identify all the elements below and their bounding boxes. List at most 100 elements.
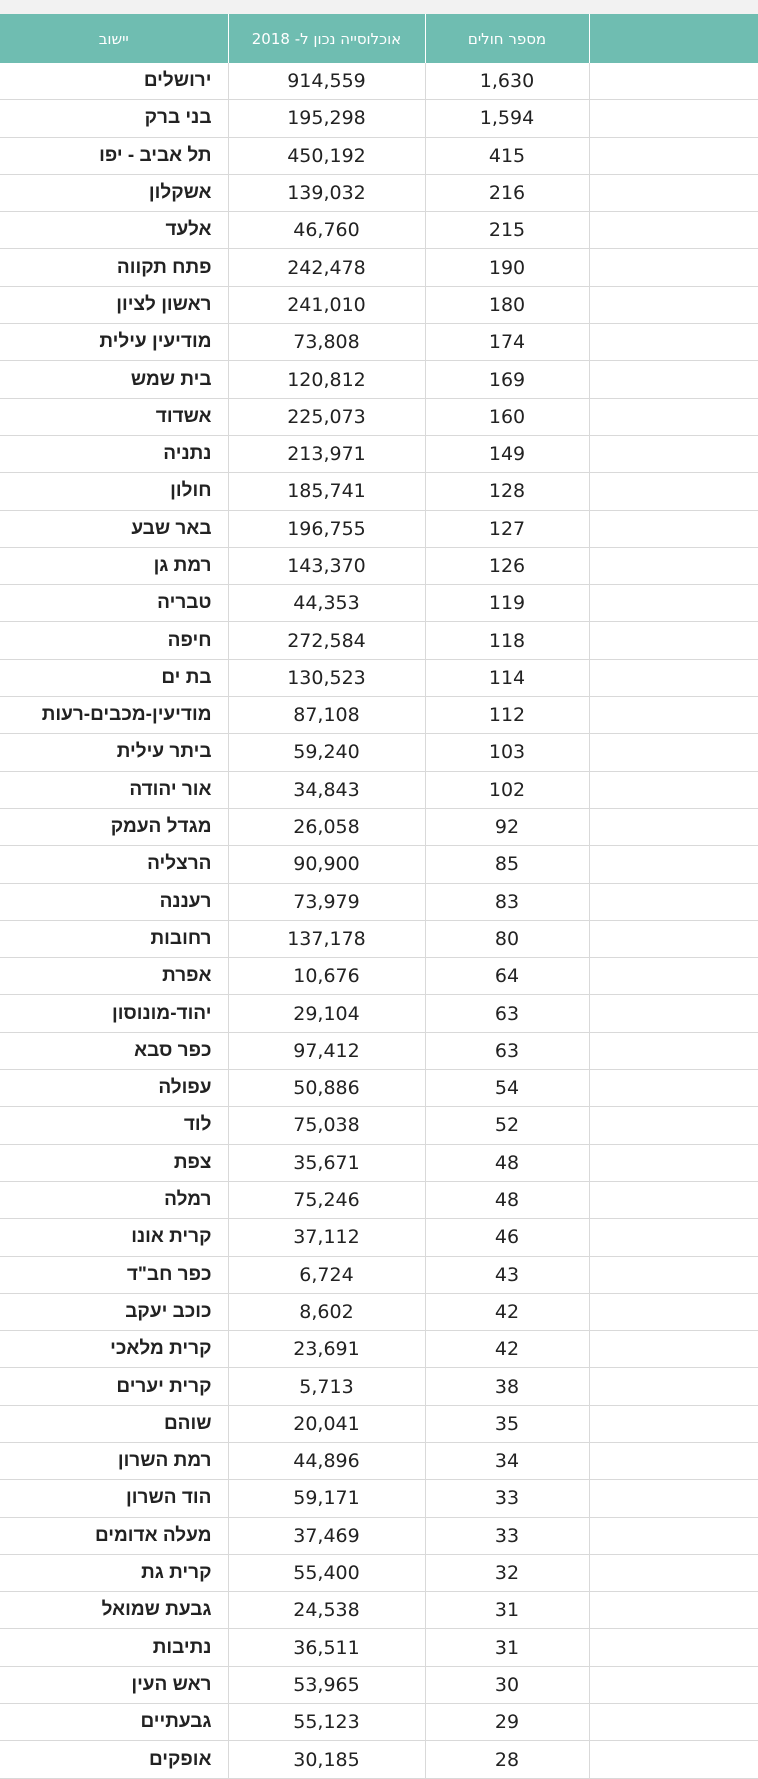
table-row: כוכב יעקב 8,602 42 — [0, 1293, 758, 1332]
population-cell: 130,523 — [228, 659, 426, 698]
empty-cell — [589, 211, 758, 250]
empty-cell — [589, 1144, 758, 1182]
city-cell: אשדוד — [0, 398, 229, 436]
patients-cell: 33 — [425, 1479, 590, 1518]
patients-cell: 35 — [425, 1405, 590, 1443]
patients-cell: 34 — [425, 1442, 590, 1481]
header-city[interactable]: יישוב — [0, 14, 229, 63]
patients-by-city-table: יישוב אוכלוסייה נכון ל- 2018 מספר חולים … — [0, 14, 758, 1779]
empty-cell — [589, 137, 758, 175]
patients-cell: 42 — [425, 1330, 590, 1369]
city-cell: רמת השרון — [0, 1442, 229, 1481]
city-cell: גבעת שמואל — [0, 1591, 229, 1630]
table-row: אופקים 30,185 28 — [0, 1740, 758, 1779]
table-body: ירושלים 914,559 1,630 בני ברק 195,298 1,594 תל… — [0, 63, 758, 1779]
empty-cell — [589, 248, 758, 287]
patients-cell: 102 — [425, 771, 590, 809]
empty-cell — [589, 63, 758, 101]
table-row: כפר חב"ד 6,724 43 — [0, 1256, 758, 1294]
table-row: יהוד-מונוסון 29,104 63 — [0, 994, 758, 1033]
table-row: ראש העין 53,965 30 — [0, 1666, 758, 1705]
table-row: כפר סבא 97,412 63 — [0, 1032, 758, 1071]
city-cell: מודיעין-מכבים-רעות — [0, 696, 229, 735]
patients-by-city-table-container: יישוב אוכלוסייה נכון ל- 2018 מספר חולים … — [0, 14, 758, 1779]
patients-cell: 38 — [425, 1367, 590, 1406]
patients-cell: 32 — [425, 1554, 590, 1593]
population-cell: 26,058 — [228, 808, 426, 847]
top-strip — [0, 0, 758, 14]
table-row: עפולה 50,886 54 — [0, 1069, 758, 1108]
city-cell: תל אביב - יפו — [0, 137, 229, 175]
table-row: מודיעין עילית 73,808 174 — [0, 323, 758, 362]
patients-cell: 80 — [425, 920, 590, 959]
population-cell: 139,032 — [228, 174, 426, 213]
empty-cell — [589, 286, 758, 325]
patients-cell: 216 — [425, 174, 590, 213]
population-cell: 37,469 — [228, 1517, 426, 1555]
patients-cell: 46 — [425, 1218, 590, 1257]
header-patients[interactable]: מספר חולים — [425, 14, 590, 63]
population-cell: 55,400 — [228, 1554, 426, 1593]
population-cell: 59,240 — [228, 733, 426, 772]
city-cell: בית שמש — [0, 360, 229, 399]
empty-cell — [589, 1330, 758, 1369]
table-row: אור יהודה 34,843 102 — [0, 771, 758, 809]
table-row: קרית גת 55,400 32 — [0, 1554, 758, 1593]
population-cell: 195,298 — [228, 99, 426, 138]
population-cell: 75,038 — [228, 1106, 426, 1145]
patients-cell: 92 — [425, 808, 590, 847]
patients-cell: 43 — [425, 1256, 590, 1294]
population-cell: 143,370 — [228, 547, 426, 586]
table-row: קרית יערים 5,713 38 — [0, 1367, 758, 1406]
city-cell: מעלה אדומים — [0, 1517, 229, 1555]
patients-cell: 85 — [425, 845, 590, 884]
population-cell: 59,171 — [228, 1479, 426, 1518]
city-cell: קרית גת — [0, 1554, 229, 1593]
city-cell: כוכב יעקב — [0, 1293, 229, 1332]
city-cell: יהוד-מונוסון — [0, 994, 229, 1033]
table-row: מגדל העמק 26,058 92 — [0, 808, 758, 847]
empty-cell — [589, 659, 758, 698]
patients-cell: 28 — [425, 1740, 590, 1779]
patients-cell: 190 — [425, 248, 590, 287]
table-row: נתיבות 36,511 31 — [0, 1628, 758, 1667]
city-cell: באר שבע — [0, 510, 229, 548]
table-row: שוהם 20,041 35 — [0, 1405, 758, 1443]
city-cell: כפר סבא — [0, 1032, 229, 1071]
table-row: פתח תקווה 242,478 190 — [0, 248, 758, 287]
city-cell: אור יהודה — [0, 771, 229, 809]
city-cell: פתח תקווה — [0, 248, 229, 287]
population-cell: 213,971 — [228, 435, 426, 474]
table-row: נתניה 213,971 149 — [0, 435, 758, 474]
city-cell: קרית אונו — [0, 1218, 229, 1257]
table-row: גבעת שמואל 24,538 31 — [0, 1591, 758, 1630]
city-cell: צפת — [0, 1144, 229, 1182]
city-cell: כפר חב"ד — [0, 1256, 229, 1294]
city-cell: מודיעין עילית — [0, 323, 229, 362]
empty-cell — [589, 1554, 758, 1593]
patients-cell: 149 — [425, 435, 590, 474]
table-row: מעלה אדומים 37,469 33 — [0, 1517, 758, 1555]
city-cell: ביתר עילית — [0, 733, 229, 772]
patients-cell: 169 — [425, 360, 590, 399]
table-row: צפת 35,671 48 — [0, 1144, 758, 1182]
table-row: רמת השרון 44,896 34 — [0, 1442, 758, 1481]
table-row: תל אביב - יפו 450,192 415 — [0, 137, 758, 175]
population-cell: 120,812 — [228, 360, 426, 399]
patients-cell: 114 — [425, 659, 590, 698]
population-cell: 73,979 — [228, 883, 426, 921]
city-cell: קרית יערים — [0, 1367, 229, 1406]
patients-cell: 127 — [425, 510, 590, 548]
city-cell: עפולה — [0, 1069, 229, 1108]
population-cell: 24,538 — [228, 1591, 426, 1630]
empty-cell — [589, 1591, 758, 1630]
city-cell: טבריה — [0, 584, 229, 623]
header-population[interactable]: אוכלוסייה נכון ל- 2018 — [228, 14, 426, 63]
empty-cell — [589, 174, 758, 213]
table-row: גבעתיים 55,123 29 — [0, 1703, 758, 1742]
patients-cell: 48 — [425, 1181, 590, 1220]
city-cell: נתניה — [0, 435, 229, 474]
patients-cell: 1,630 — [425, 63, 590, 101]
table-row: ראשון לציון 241,010 180 — [0, 286, 758, 325]
table-header: יישוב אוכלוסייה נכון ל- 2018 מספר חולים — [0, 14, 758, 63]
